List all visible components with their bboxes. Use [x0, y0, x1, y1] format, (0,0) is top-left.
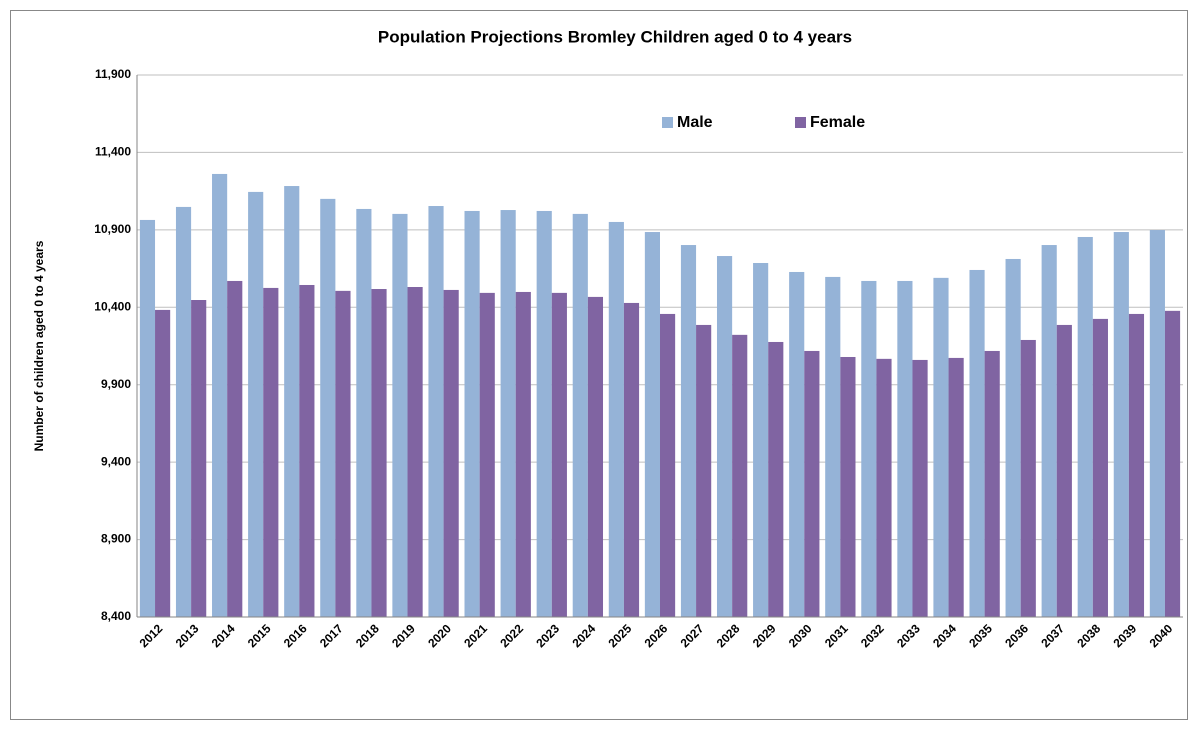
bar	[716, 256, 733, 617]
bar	[139, 219, 156, 617]
bar	[191, 300, 207, 617]
bar	[392, 213, 408, 617]
bar	[768, 341, 784, 617]
bar	[1128, 313, 1145, 617]
legend-label: Male	[677, 114, 713, 131]
bar	[912, 359, 928, 617]
bar	[1077, 236, 1093, 617]
bar	[320, 198, 336, 617]
bar	[371, 289, 387, 617]
bar	[732, 334, 748, 617]
bar	[680, 245, 697, 617]
y-tick-label: 9,900	[101, 377, 131, 391]
bar	[356, 208, 372, 618]
bar	[335, 290, 351, 617]
legend-label: Female	[810, 114, 865, 131]
bar	[1092, 318, 1108, 617]
bar	[175, 206, 192, 617]
bar	[660, 313, 676, 617]
bar	[644, 232, 660, 617]
bar	[753, 262, 769, 617]
bar	[407, 286, 423, 617]
bar	[1149, 230, 1165, 617]
bar	[212, 173, 228, 617]
bar	[696, 324, 712, 617]
y-tick-label: 11,900	[95, 67, 131, 81]
bar	[948, 357, 964, 617]
bar	[825, 276, 841, 617]
bar	[551, 292, 567, 617]
legend-swatch	[662, 117, 673, 128]
bar	[861, 280, 877, 617]
bar	[1164, 310, 1181, 617]
bar	[284, 186, 300, 617]
bar	[443, 289, 459, 617]
bar	[1005, 258, 1021, 617]
bar	[969, 269, 985, 617]
bar	[1020, 339, 1036, 617]
y-tick-label: 9,400	[101, 454, 131, 468]
bar	[587, 296, 604, 617]
bar	[263, 287, 279, 617]
bar	[515, 291, 531, 617]
bar	[227, 280, 243, 617]
bar	[1041, 245, 1057, 617]
y-tick-label: 10,400	[94, 299, 131, 313]
bar	[1056, 324, 1072, 617]
bar	[464, 210, 480, 617]
bar	[804, 350, 820, 617]
y-axis-title: Number of children aged 0 to 4 years	[32, 240, 46, 451]
bar	[623, 302, 640, 617]
y-tick-label: 8,900	[101, 532, 131, 546]
bar	[155, 309, 171, 617]
bar	[840, 356, 856, 617]
bar	[428, 206, 444, 617]
bar	[984, 350, 1000, 617]
bar	[608, 221, 624, 618]
bar	[572, 213, 588, 617]
y-tick-label: 11,400	[95, 145, 131, 159]
legend-swatch	[795, 117, 806, 128]
bar	[248, 191, 264, 617]
chart-title: Population Projections Bromley Children …	[378, 27, 852, 46]
bar	[789, 271, 805, 617]
bar	[876, 358, 892, 617]
bar	[500, 210, 516, 617]
bar	[479, 292, 495, 617]
y-tick-label: 10,900	[94, 222, 131, 236]
bar	[897, 280, 913, 617]
bar	[933, 277, 949, 617]
bar	[1113, 232, 1129, 617]
y-tick-label: 8,400	[101, 609, 131, 623]
bar	[536, 210, 552, 617]
bar	[299, 284, 315, 617]
